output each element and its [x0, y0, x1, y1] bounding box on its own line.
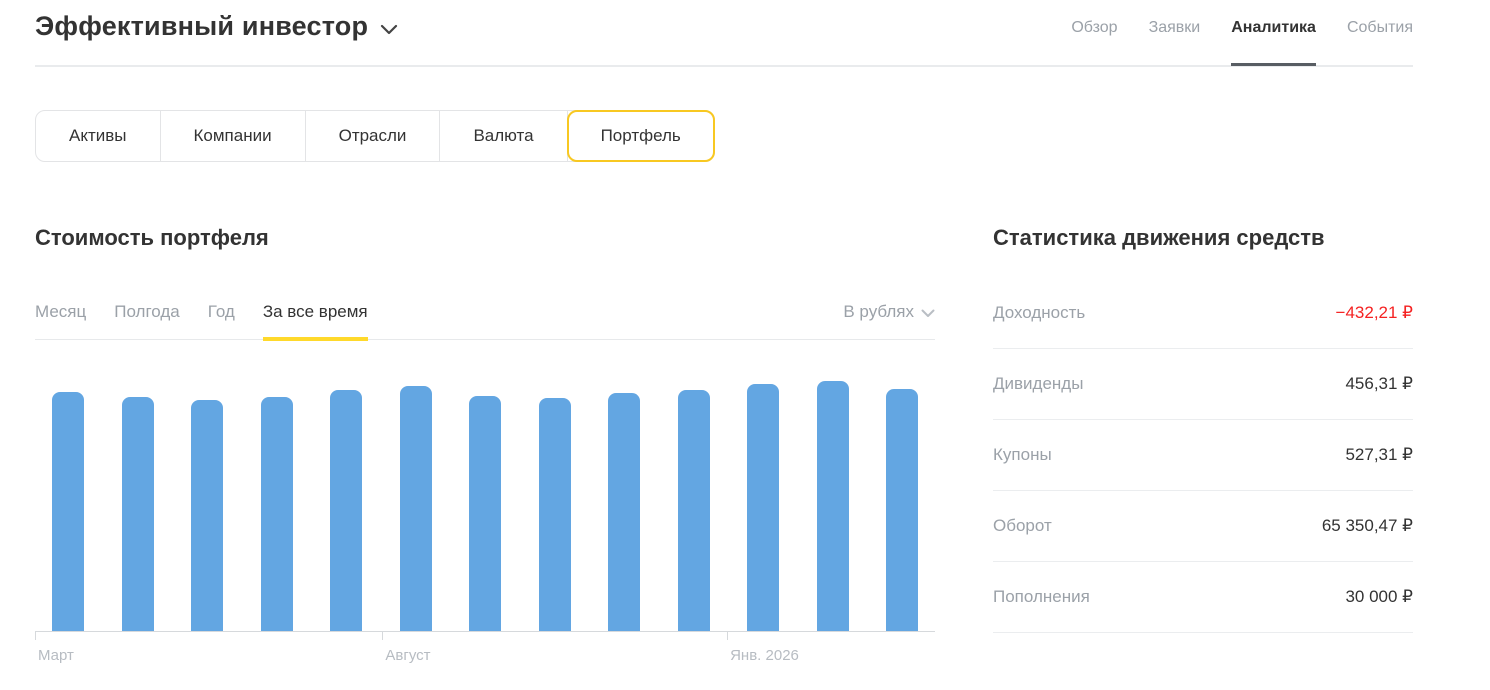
nav-item-overview[interactable]: Обзор — [1071, 19, 1118, 36]
chart-bar[interactable] — [191, 400, 223, 631]
chart-bar[interactable] — [816, 381, 849, 631]
chart-bar[interactable] — [121, 397, 154, 631]
tab-currency[interactable]: Валюта — [440, 111, 568, 161]
period-tab-half-year[interactable]: Полгода — [114, 302, 180, 321]
portfolio-switcher[interactable]: Эффективный инвестор — [35, 11, 398, 42]
stat-label: Купоны — [993, 445, 1052, 464]
portfolio-value-chart: Март Август Янв. 2026 — [35, 381, 935, 666]
top-nav: Обзор Заявки Аналитика События — [1071, 19, 1413, 66]
x-axis: Март Август Янв. 2026 — [35, 632, 935, 666]
x-axis-tick — [727, 632, 729, 640]
tab-portfolio[interactable]: Портфель — [566, 110, 715, 162]
chart-bar[interactable] — [608, 393, 640, 631]
stat-label: Оборот — [993, 516, 1052, 535]
chart-bar[interactable] — [330, 390, 362, 631]
stat-row: Пополнения 30 000 ₽ — [993, 562, 1413, 633]
chart-bar[interactable] — [677, 390, 710, 631]
x-axis-label: Янв. 2026 — [730, 647, 799, 664]
stat-label: Пополнения — [993, 587, 1090, 606]
cash-flow-stats-title: Статистика движения средств — [993, 225, 1325, 250]
x-axis-label: Март — [38, 647, 74, 664]
chart-bar[interactable] — [747, 384, 779, 631]
stat-row: Доходность −432,21 ₽ — [993, 278, 1413, 349]
chevron-down-icon[interactable] — [380, 18, 398, 36]
nav-item-events[interactable]: События — [1346, 19, 1413, 36]
currency-selector[interactable]: В рублях — [843, 302, 935, 322]
period-tab-year[interactable]: Год — [207, 302, 235, 321]
chart-bar[interactable] — [399, 386, 432, 631]
bar-chart-plot — [35, 381, 935, 632]
chart-bar[interactable] — [469, 396, 501, 631]
x-axis-tick — [35, 632, 36, 640]
portfolio-value-title: Стоимость портфеля — [35, 225, 269, 250]
nav-item-analytics[interactable]: Аналитика — [1231, 19, 1316, 66]
stat-row: Дивиденды 456,31 ₽ — [993, 349, 1413, 420]
chart-bar[interactable] — [52, 392, 84, 631]
stat-value: 527,31 ₽ — [1345, 445, 1413, 464]
tab-companies[interactable]: Компании — [161, 111, 306, 161]
tab-industries[interactable]: Отрасли — [306, 111, 441, 161]
period-tab-month[interactable]: Месяц — [35, 302, 87, 321]
chevron-down-icon — [921, 309, 935, 317]
stat-label: Дивиденды — [993, 374, 1084, 393]
stat-row: Купоны 527,31 ₽ — [993, 420, 1413, 491]
chart-bar[interactable] — [886, 389, 918, 631]
chart-bar[interactable] — [538, 398, 571, 631]
portfolio-value-section: Стоимость портфеля Месяц Полгода Год За … — [35, 225, 935, 666]
stat-value: −432,21 ₽ — [1335, 303, 1413, 322]
stat-value: 456,31 ₽ — [1345, 374, 1413, 393]
tab-assets[interactable]: Активы — [36, 111, 161, 161]
cash-flow-stats-section: Статистика движения средств Доходность −… — [993, 225, 1413, 666]
page-title: Эффективный инвестор — [35, 11, 369, 41]
x-axis-label: Август — [385, 647, 431, 664]
period-tab-all-time[interactable]: За все время — [262, 302, 368, 341]
stat-label: Доходность — [993, 303, 1086, 322]
analytics-category-tabs: Активы Компании Отрасли Валюта Портфель — [35, 110, 715, 162]
header: Эффективный инвестор Обзор Заявки Аналит… — [35, 0, 1413, 67]
stat-row: Оборот 65 350,47 ₽ — [993, 491, 1413, 562]
chart-bar[interactable] — [260, 397, 293, 631]
stats-list: Доходность −432,21 ₽ Дивиденды 456,31 ₽ … — [993, 278, 1413, 633]
nav-item-orders[interactable]: Заявки — [1148, 19, 1201, 36]
stat-value: 30 000 ₽ — [1345, 587, 1413, 606]
x-axis-tick — [382, 632, 384, 640]
main-content: Стоимость портфеля Месяц Полгода Год За … — [35, 225, 1413, 666]
page: Эффективный инвестор Обзор Заявки Аналит… — [35, 0, 1413, 666]
stat-value: 65 350,47 ₽ — [1321, 516, 1413, 535]
period-tabs: Месяц Полгода Год За все время В рублях — [35, 302, 935, 341]
currency-selector-label: В рублях — [843, 302, 914, 321]
